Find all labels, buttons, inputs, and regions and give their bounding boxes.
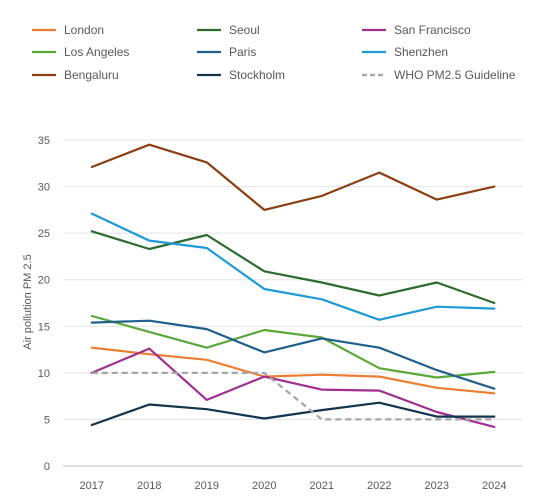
gridlines [63, 139, 523, 467]
legend-label: Seoul [229, 23, 260, 37]
series-line [90, 230, 496, 305]
legend-label: Stockholm [229, 68, 285, 82]
x-tick-label: 2022 [367, 480, 391, 492]
y-tick-label: 30 [38, 182, 50, 194]
legend-label: Shenzhen [394, 45, 448, 59]
series-line [90, 347, 496, 428]
series-line [90, 401, 496, 427]
legend: London Seoul San Francisco Los Angeles Paris… [32, 23, 516, 82]
y-tick-label: 10 [38, 368, 50, 380]
legend-label: WHO PM2.5 Guideline [394, 68, 516, 82]
y-axis-ticks: 0 5 10 15 20 25 30 35 [38, 135, 50, 473]
y-tick-label: 0 [44, 461, 50, 473]
x-tick-label: 2020 [252, 480, 276, 492]
series-line [90, 314, 496, 379]
legend-label: Paris [229, 45, 256, 59]
x-tick-label: 2023 [425, 480, 449, 492]
legend-label: Bengaluru [64, 68, 119, 82]
y-tick-label: 5 [44, 414, 50, 426]
y-tick-label: 25 [38, 228, 50, 240]
x-tick-label: 2024 [482, 480, 506, 492]
series-line [90, 319, 496, 390]
x-tick-label: 2019 [195, 480, 219, 492]
series-line [91, 371, 495, 421]
series-line [90, 143, 496, 211]
x-tick-label: 2017 [80, 480, 104, 492]
series-line [90, 212, 496, 321]
y-tick-label: 20 [38, 275, 50, 287]
x-tick-label: 2021 [310, 480, 334, 492]
series-line [90, 346, 496, 395]
series-lines [90, 143, 496, 428]
x-axis-ticks: 2017 2018 2019 2020 2021 2022 2023 2024 [80, 480, 507, 492]
x-tick-label: 2018 [137, 480, 161, 492]
legend-label: Los Angeles [64, 45, 129, 59]
y-tick-label: 35 [38, 135, 50, 147]
y-axis-title: Air pollution PM 2.5 [22, 254, 34, 349]
legend-label: San Francisco [394, 23, 471, 37]
y-tick-label: 15 [38, 321, 50, 333]
legend-label: London [64, 23, 104, 37]
